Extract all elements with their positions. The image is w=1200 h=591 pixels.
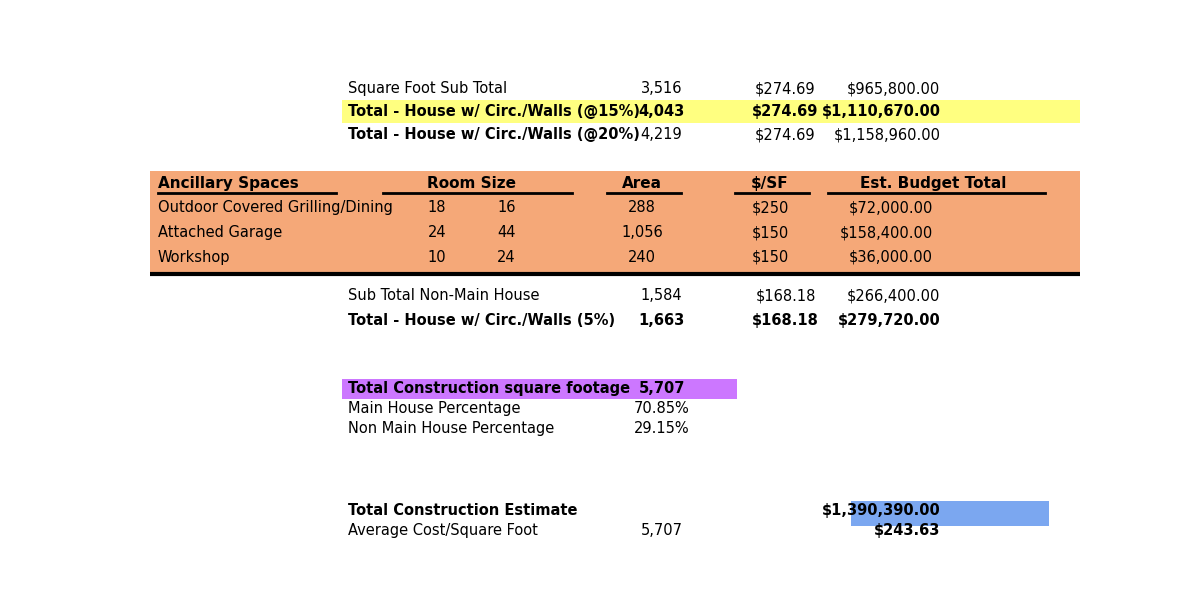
Text: Attached Garage: Attached Garage: [157, 225, 282, 240]
Text: Area: Area: [622, 176, 662, 191]
Text: 4,219: 4,219: [641, 127, 683, 142]
Text: Total - House w/ Circ./Walls (5%): Total - House w/ Circ./Walls (5%): [348, 313, 614, 328]
Text: 1,584: 1,584: [641, 288, 683, 303]
Bar: [851, 501, 1049, 521]
Text: 29.15%: 29.15%: [634, 421, 689, 437]
Text: 288: 288: [628, 200, 656, 216]
Text: $72,000.00: $72,000.00: [848, 200, 932, 216]
Text: $266,400.00: $266,400.00: [847, 288, 941, 303]
Text: Ancillary Spaces: Ancillary Spaces: [157, 176, 299, 191]
Text: $1,110,670.00: $1,110,670.00: [822, 104, 941, 119]
Bar: [851, 521, 1049, 541]
Bar: [342, 379, 738, 399]
Text: Total Construction Estimate: Total Construction Estimate: [348, 503, 577, 518]
Text: 240: 240: [628, 250, 656, 265]
Text: Sub Total Non-Main House: Sub Total Non-Main House: [348, 288, 539, 303]
Text: 18: 18: [427, 200, 446, 216]
Text: Total Construction square footage: Total Construction square footage: [348, 381, 630, 397]
Text: $158,400.00: $158,400.00: [840, 225, 932, 240]
Text: 3,516: 3,516: [641, 81, 683, 96]
Text: Total - House w/ Circ./Walls (@20%): Total - House w/ Circ./Walls (@20%): [348, 127, 640, 142]
Text: Workshop: Workshop: [157, 250, 230, 265]
Text: Main House Percentage: Main House Percentage: [348, 401, 520, 417]
Text: $/SF: $/SF: [751, 176, 788, 191]
Text: Room Size: Room Size: [427, 176, 516, 191]
Text: $150: $150: [751, 225, 788, 240]
Text: $36,000.00: $36,000.00: [848, 250, 932, 265]
Text: $279,720.00: $279,720.00: [838, 313, 941, 328]
Text: $250: $250: [751, 200, 788, 216]
Text: 1,663: 1,663: [638, 313, 685, 328]
Text: 5,707: 5,707: [641, 523, 683, 538]
Bar: [342, 124, 1080, 147]
Text: 16: 16: [497, 200, 516, 216]
Text: $150: $150: [751, 250, 788, 265]
Text: Est. Budget Total: Est. Budget Total: [859, 176, 1006, 191]
Text: $274.69: $274.69: [755, 81, 816, 96]
Text: $168.18: $168.18: [752, 313, 818, 328]
Text: $274.69: $274.69: [752, 104, 818, 119]
Bar: [150, 171, 1080, 274]
Text: Total - House w/ Circ./Walls (@15%): Total - House w/ Circ./Walls (@15%): [348, 104, 640, 119]
Text: $168.18: $168.18: [755, 288, 816, 303]
Text: 5,707: 5,707: [638, 381, 685, 397]
Text: 4,043: 4,043: [638, 104, 685, 119]
Text: Outdoor Covered Grilling/Dining: Outdoor Covered Grilling/Dining: [157, 200, 392, 216]
Text: 24: 24: [427, 225, 446, 240]
Text: $965,800.00: $965,800.00: [847, 81, 941, 96]
Text: 24: 24: [497, 250, 516, 265]
Bar: [342, 77, 1080, 100]
Text: $1,158,960.00: $1,158,960.00: [834, 127, 941, 142]
Text: 10: 10: [427, 250, 446, 265]
Text: $274.69: $274.69: [755, 127, 816, 142]
Text: $243.63: $243.63: [874, 523, 941, 538]
Text: Non Main House Percentage: Non Main House Percentage: [348, 421, 554, 437]
Text: Square Foot Sub Total: Square Foot Sub Total: [348, 81, 506, 96]
Text: 70.85%: 70.85%: [634, 401, 689, 417]
Text: $1,390,390.00: $1,390,390.00: [822, 503, 941, 518]
Text: 44: 44: [497, 225, 516, 240]
Bar: [342, 100, 1080, 124]
Text: Average Cost/Square Foot: Average Cost/Square Foot: [348, 523, 538, 538]
Text: 1,056: 1,056: [622, 225, 662, 240]
